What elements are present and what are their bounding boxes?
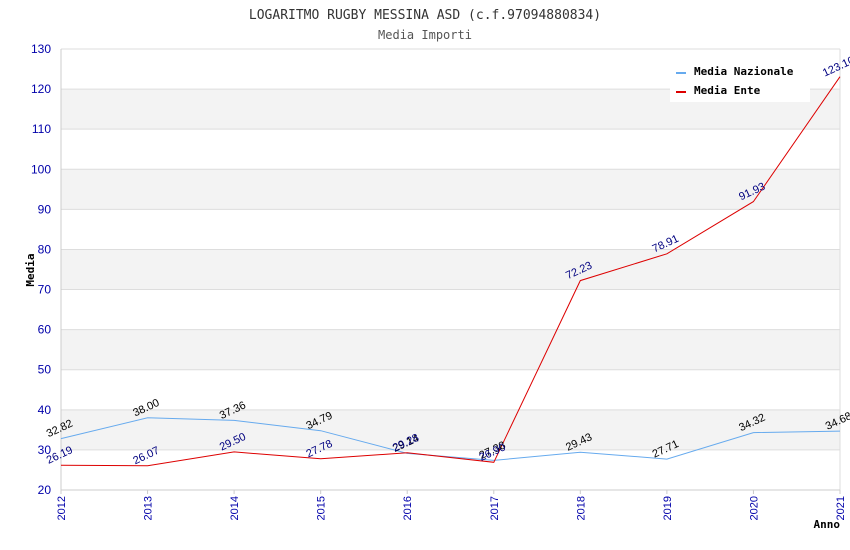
grid-bands — [61, 89, 840, 450]
x-tick-label: 2020 — [748, 496, 760, 520]
legend-box — [670, 60, 810, 102]
x-tick-label: 2014 — [229, 496, 241, 520]
series-line-0 — [60, 417, 841, 461]
y-tick-label: 60 — [38, 323, 52, 337]
grid-band — [61, 329, 840, 370]
x-tick-label: 2015 — [316, 496, 328, 520]
x-axis-label: Anno — [814, 518, 841, 531]
y-tick-label: 130 — [31, 42, 51, 56]
x-tick-label: 2021 — [835, 496, 847, 520]
series-lines — [60, 76, 841, 467]
legend-label-media-ente: Media Ente — [694, 84, 761, 97]
y-tick-labels: 20 30 40 50 60 70 80 90 100 110 120 130 — [31, 42, 51, 497]
grid-band — [61, 409, 840, 450]
x-tick-label: 2013 — [143, 496, 155, 520]
legend: Media Nazionale Media Ente — [670, 60, 810, 102]
y-tick-label: 20 — [38, 483, 52, 497]
y-tick-label: 110 — [32, 122, 51, 136]
chart-subtitle: Media Importi — [378, 28, 472, 42]
data-label: 123.10 — [821, 54, 850, 79]
y-tick-label: 40 — [38, 403, 52, 417]
y-tick-label: 100 — [31, 162, 51, 176]
x-tick-label: 2016 — [402, 496, 414, 520]
x-tick-label: 2012 — [56, 496, 68, 520]
x-tick-labels: 2012 2013 2014 2015 2016 2017 2018 2019 2020 2021 — [56, 490, 847, 520]
y-axis-label: Media — [24, 253, 37, 286]
chart-title: LOGARITMO RUGBY MESSINA ASD (c.f.9709488… — [249, 8, 601, 23]
grid-band — [61, 249, 840, 290]
x-tick-label: 2017 — [489, 496, 501, 520]
x-tick-label: 2019 — [662, 496, 674, 520]
y-tick-label: 30 — [38, 443, 52, 457]
y-tick-label: 50 — [38, 363, 52, 377]
y-tick-label: 80 — [38, 242, 52, 256]
y-tick-label: 120 — [31, 82, 51, 96]
grid-band — [61, 169, 840, 210]
series-line-1 — [60, 76, 841, 467]
y-tick-label: 70 — [38, 283, 52, 297]
y-tick-label: 90 — [38, 202, 52, 216]
x-tick-label: 2018 — [575, 496, 587, 520]
legend-label-media-nazionale: Media Nazionale — [694, 65, 794, 78]
